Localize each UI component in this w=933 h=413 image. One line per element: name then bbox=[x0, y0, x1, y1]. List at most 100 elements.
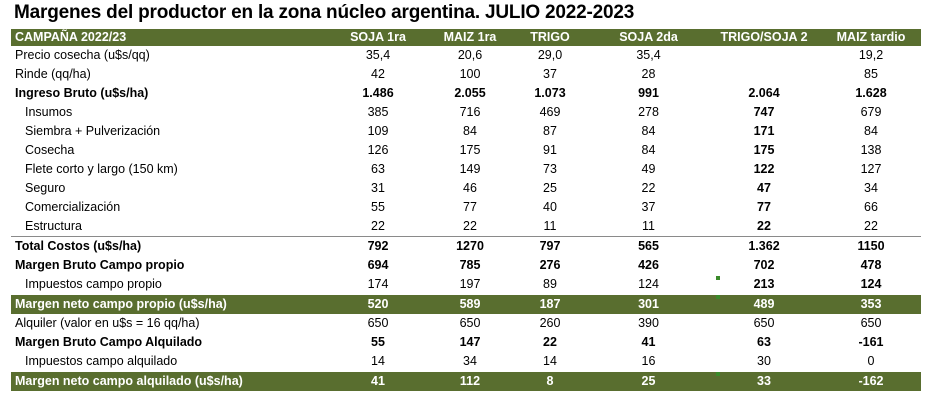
row-label: Margen Bruto Campo Alquilado bbox=[15, 335, 203, 349]
table-row: Margen Bruto Campo propio 694 785 276 426 702… bbox=[11, 256, 921, 275]
row-label: Impuestos campo alquilado bbox=[25, 354, 178, 368]
value-cell: 478 bbox=[860, 258, 882, 272]
value-cell: 34 bbox=[864, 181, 878, 195]
row-label: Impuestos campo propio bbox=[25, 277, 162, 291]
value-cell: 175 bbox=[459, 143, 481, 157]
table-row: Seguro 31 46 25 22 47 34 bbox=[11, 179, 921, 198]
value-cell: 147 bbox=[459, 335, 481, 349]
row-label: Margen Bruto Campo propio bbox=[15, 258, 185, 272]
table-row: Comercialización 55 77 40 37 77 66 bbox=[11, 198, 921, 217]
value-cell: 19,2 bbox=[858, 48, 884, 62]
value-cell: 91 bbox=[543, 143, 557, 157]
value-cell bbox=[707, 46, 821, 65]
value-cell: 747 bbox=[753, 105, 775, 119]
value-cell: 694 bbox=[367, 258, 389, 272]
value-cell: 42 bbox=[371, 67, 385, 81]
value-cell: 14 bbox=[371, 354, 385, 368]
value-cell: 650 bbox=[753, 316, 775, 330]
value-cell: 385 bbox=[367, 105, 389, 119]
value-cell: 679 bbox=[860, 105, 882, 119]
value-cell: 25 bbox=[590, 371, 707, 391]
value-cell: 63 bbox=[371, 162, 385, 176]
value-cell: 0 bbox=[867, 354, 875, 368]
value-cell: 124 bbox=[860, 277, 882, 291]
value-cell: -162 bbox=[821, 371, 921, 391]
value-cell: 122 bbox=[753, 162, 775, 176]
cell-comment-marker bbox=[716, 372, 720, 376]
value-cell: 84 bbox=[463, 124, 477, 138]
value-cell: 22 bbox=[864, 219, 878, 233]
value-cell: 489 bbox=[707, 294, 821, 314]
value-cell: 716 bbox=[459, 105, 481, 119]
table-row: Margen Bruto Campo Alquilado 55 147 22 41 63 -… bbox=[11, 333, 921, 352]
table-row: Impuestos campo propio 174 197 89 124 213 124 bbox=[11, 275, 921, 295]
table-row: Impuestos campo alquilado 14 34 14 16 30 0 bbox=[11, 352, 921, 372]
value-cell: 85 bbox=[864, 67, 878, 81]
value-cell: 991 bbox=[638, 86, 659, 100]
value-cell: 260 bbox=[539, 316, 561, 330]
value-cell: 63 bbox=[757, 335, 771, 349]
value-cell: 2.064 bbox=[748, 86, 780, 100]
row-label: Margen neto campo propio (u$s/ha) bbox=[11, 294, 326, 314]
header-cell: MAIZ tardio bbox=[821, 29, 921, 46]
row-label: Alquiler (valor en u$s = 16 qq/ha) bbox=[15, 316, 200, 330]
row-label: Seguro bbox=[25, 181, 66, 195]
value-cell: 278 bbox=[638, 105, 659, 119]
value-cell: 25 bbox=[543, 181, 557, 195]
value-cell: 650 bbox=[459, 316, 481, 330]
cell-comment-marker bbox=[716, 295, 720, 299]
value-cell: 20,6 bbox=[457, 48, 483, 62]
value-cell: 589 bbox=[430, 294, 510, 314]
value-cell: 1.628 bbox=[855, 86, 887, 100]
value-cell: 49 bbox=[641, 162, 656, 176]
value-cell: 87 bbox=[543, 124, 557, 138]
value-cell: 112 bbox=[430, 371, 510, 391]
value-cell: 29,0 bbox=[537, 48, 563, 62]
value-cell: 520 bbox=[326, 294, 430, 314]
table-row: Rinde (qq/ha) 42 100 37 28 85 bbox=[11, 65, 921, 84]
table-body: Precio cosecha (u$s/qq) 35,4 20,6 29,0 35,4 1… bbox=[11, 46, 921, 391]
row-label: Total Costos (u$s/ha) bbox=[11, 236, 326, 256]
value-cell: 41 bbox=[326, 371, 430, 391]
page-title: Margenes del productor en la zona núcleo… bbox=[14, 2, 635, 23]
value-cell: 28 bbox=[641, 67, 656, 81]
row-label: Flete corto y largo (150 km) bbox=[25, 162, 178, 176]
value-cell: 353 bbox=[821, 294, 921, 314]
value-cell: 40 bbox=[543, 200, 557, 214]
value-cell: 276 bbox=[539, 258, 561, 272]
cell-comment-marker bbox=[716, 276, 720, 280]
value-cell: 84 bbox=[641, 124, 656, 138]
value-cell: 785 bbox=[459, 258, 481, 272]
row-label: Siembra + Pulverización bbox=[25, 124, 161, 138]
value-cell: 22 bbox=[543, 335, 557, 349]
value-cell: 702 bbox=[753, 258, 775, 272]
value-cell: 1270 bbox=[430, 236, 510, 256]
value-cell: 8 bbox=[510, 371, 590, 391]
value-cell: 22 bbox=[757, 219, 771, 233]
value-cell: 2.055 bbox=[454, 86, 486, 100]
value-cell: 1.362 bbox=[707, 236, 821, 256]
table-row: Margen neto campo propio (u$s/ha) 520 589 1… bbox=[11, 294, 921, 314]
value-cell: 197 bbox=[459, 277, 481, 291]
value-cell: 55 bbox=[371, 200, 385, 214]
value-cell: 66 bbox=[864, 200, 878, 214]
value-cell: 46 bbox=[463, 181, 477, 195]
table-row: Margen neto campo alquilado (u$s/ha) 41 11… bbox=[11, 371, 921, 391]
row-label: Precio cosecha (u$s/qq) bbox=[15, 48, 150, 62]
table-row: Siembra + Pulverización 109 84 87 84 171 84 bbox=[11, 122, 921, 141]
value-cell: 109 bbox=[367, 124, 389, 138]
header-cell: TRIGO/SOJA 2 bbox=[707, 29, 821, 46]
header-cell: MAIZ 1ra bbox=[430, 29, 510, 46]
value-cell: 792 bbox=[326, 236, 430, 256]
value-cell: 77 bbox=[463, 200, 477, 214]
table-row: Total Costos (u$s/ha) 792 1270 797 565 1.362 1… bbox=[11, 236, 921, 256]
value-cell: 11 bbox=[642, 219, 655, 233]
value-cell: 34 bbox=[463, 354, 477, 368]
row-label: Ingreso Bruto (u$s/ha) bbox=[15, 86, 149, 100]
value-cell: 14 bbox=[543, 354, 557, 368]
value-cell bbox=[707, 65, 821, 84]
value-cell: 37 bbox=[641, 200, 656, 214]
value-cell: 22 bbox=[641, 181, 656, 195]
row-label: Estructura bbox=[25, 219, 82, 233]
table-row: Estructura 22 22 11 11 22 22 bbox=[11, 217, 921, 237]
